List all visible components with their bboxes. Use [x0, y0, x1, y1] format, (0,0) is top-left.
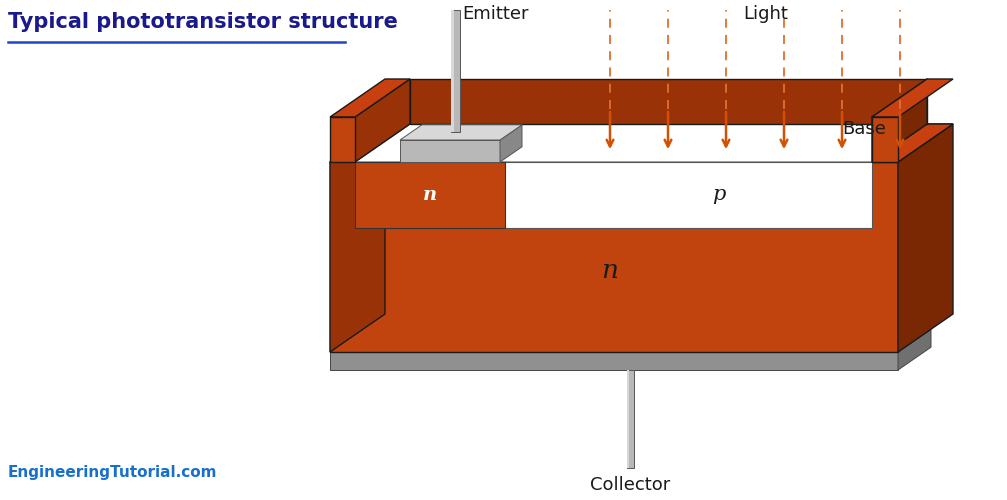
Text: EngineeringTutorial.com: EngineeringTutorial.com — [8, 465, 218, 480]
Text: Collector: Collector — [590, 476, 670, 494]
Polygon shape — [330, 162, 898, 352]
Text: n: n — [601, 258, 618, 282]
Polygon shape — [872, 117, 898, 162]
Polygon shape — [872, 79, 927, 162]
Polygon shape — [500, 125, 522, 162]
Polygon shape — [330, 124, 385, 352]
Polygon shape — [355, 162, 872, 228]
Polygon shape — [355, 79, 410, 162]
Polygon shape — [400, 125, 522, 140]
Polygon shape — [355, 162, 505, 228]
Polygon shape — [626, 370, 628, 468]
Text: Light: Light — [743, 5, 788, 23]
Text: n: n — [423, 186, 437, 204]
Polygon shape — [450, 10, 453, 132]
Polygon shape — [898, 329, 931, 370]
Text: Base: Base — [842, 120, 886, 138]
Polygon shape — [330, 124, 410, 162]
Polygon shape — [330, 79, 410, 117]
Polygon shape — [355, 124, 927, 162]
Polygon shape — [450, 10, 459, 132]
Polygon shape — [330, 352, 898, 370]
Polygon shape — [330, 124, 953, 162]
Polygon shape — [410, 79, 927, 124]
Polygon shape — [626, 370, 633, 468]
Polygon shape — [330, 117, 355, 162]
Polygon shape — [400, 140, 500, 162]
Polygon shape — [872, 124, 953, 162]
Text: Typical phototransistor structure: Typical phototransistor structure — [8, 12, 398, 32]
Text: p: p — [712, 186, 725, 204]
Polygon shape — [872, 79, 953, 117]
Polygon shape — [898, 124, 953, 352]
Polygon shape — [330, 329, 931, 352]
Text: Emitter: Emitter — [462, 5, 529, 23]
